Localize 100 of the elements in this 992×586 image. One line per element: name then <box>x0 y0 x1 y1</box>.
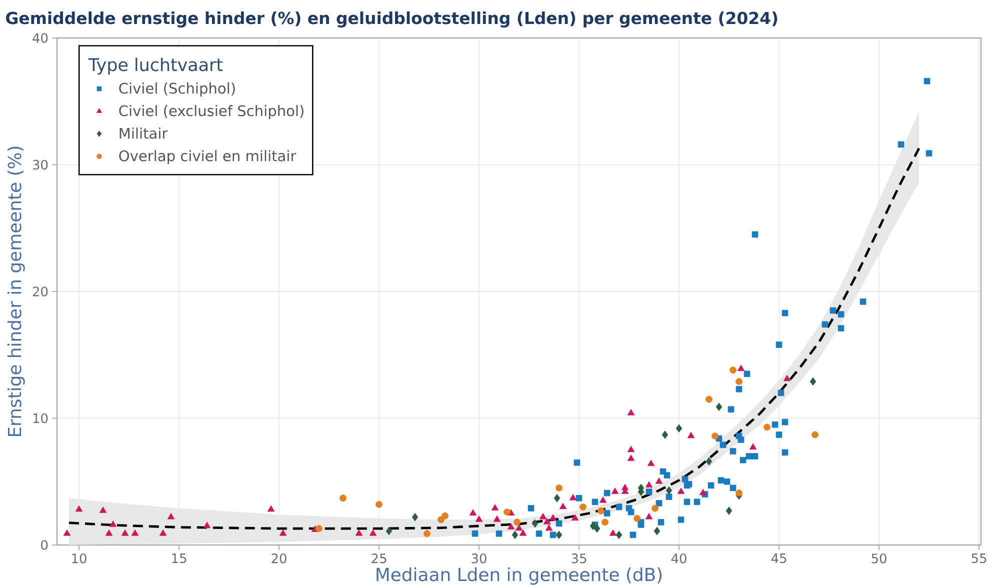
point <box>609 529 617 536</box>
legend-label: Civiel (exclusief Schiphol) <box>119 105 304 120</box>
point <box>340 494 346 502</box>
point <box>677 488 685 494</box>
point <box>469 509 477 516</box>
point <box>687 432 695 438</box>
point <box>556 484 562 492</box>
y-tick-label: 20 <box>32 286 48 296</box>
y-axis-title: Ernstige hinder in gemeente (%) <box>7 146 25 436</box>
x-tick-label: 15 <box>172 554 186 564</box>
x-tick-label: 25 <box>372 554 386 564</box>
point <box>532 519 538 528</box>
point <box>279 529 287 536</box>
point <box>645 481 653 488</box>
x-tick-label: 20 <box>272 554 286 564</box>
legend-label: Civiel (Schiphol) <box>119 82 235 97</box>
point <box>598 507 604 514</box>
point <box>512 530 518 540</box>
x-tick-label: 45 <box>771 554 786 564</box>
x-tick-label: 30 <box>472 554 486 564</box>
point <box>316 525 322 532</box>
point <box>386 526 392 536</box>
point <box>716 402 722 411</box>
point <box>99 506 107 513</box>
y-tick-label: 30 <box>32 160 48 170</box>
point <box>569 494 577 500</box>
point <box>549 514 557 521</box>
point <box>706 457 712 466</box>
x-tick-label: 35 <box>572 554 586 564</box>
point <box>654 526 660 536</box>
x-axis-title: Mediaan Lden in gemeente (dB) <box>376 567 662 585</box>
x-tick-label: 40 <box>671 554 686 564</box>
point <box>543 518 551 524</box>
point <box>627 446 635 452</box>
legend-label: Militair <box>120 128 168 139</box>
point <box>121 529 129 536</box>
point <box>267 505 275 512</box>
x-tick-label: 10 <box>72 554 86 564</box>
point <box>105 529 113 536</box>
point <box>662 430 668 439</box>
point <box>442 512 448 520</box>
legend-label: Overlap civiel en militair <box>119 150 296 164</box>
point <box>652 504 658 512</box>
point <box>545 524 553 531</box>
point <box>627 454 635 461</box>
point <box>554 494 560 502</box>
y-tick-label: 40 <box>32 33 48 43</box>
point <box>424 530 430 538</box>
point <box>730 366 736 374</box>
point <box>666 486 672 495</box>
point <box>75 505 83 512</box>
point <box>556 530 562 540</box>
point <box>493 516 501 522</box>
point <box>491 504 499 510</box>
x-tick-label: 50 <box>872 554 886 564</box>
point <box>167 512 175 520</box>
point <box>571 514 579 521</box>
point <box>376 500 382 508</box>
point <box>645 512 653 520</box>
point <box>504 508 510 516</box>
point <box>706 396 712 403</box>
point <box>580 504 586 510</box>
point <box>203 522 211 528</box>
point <box>736 378 742 385</box>
point <box>699 488 707 496</box>
point <box>783 374 791 382</box>
point <box>810 377 816 386</box>
point <box>159 529 167 536</box>
point <box>475 516 483 522</box>
chart-title: Gemiddelde ernstige hinder (%) en geluidblootstelling (Lden) per gemeente (2024) <box>6 12 778 28</box>
point <box>412 512 418 522</box>
point <box>712 432 718 440</box>
point <box>514 518 520 526</box>
point <box>539 512 547 520</box>
y-tick-label: 10 <box>33 413 48 424</box>
point <box>599 496 607 503</box>
point <box>726 506 732 515</box>
point <box>634 514 640 522</box>
point <box>590 522 596 530</box>
point <box>594 524 600 533</box>
point <box>676 424 682 433</box>
point <box>369 529 377 536</box>
point <box>355 529 363 536</box>
point <box>627 409 635 416</box>
point <box>515 524 523 531</box>
x-tick-label: 55 <box>972 554 986 564</box>
point <box>647 460 655 466</box>
point <box>737 364 745 371</box>
point <box>749 443 757 450</box>
point <box>519 529 527 536</box>
point <box>559 502 567 510</box>
point <box>63 529 71 536</box>
point <box>611 488 619 494</box>
point <box>736 490 742 496</box>
legend-title: Type luchtvaart <box>88 58 223 75</box>
point <box>655 477 663 484</box>
point <box>602 518 608 526</box>
point <box>109 520 117 527</box>
y-tick-label: 0 <box>41 540 48 550</box>
point <box>812 431 818 438</box>
